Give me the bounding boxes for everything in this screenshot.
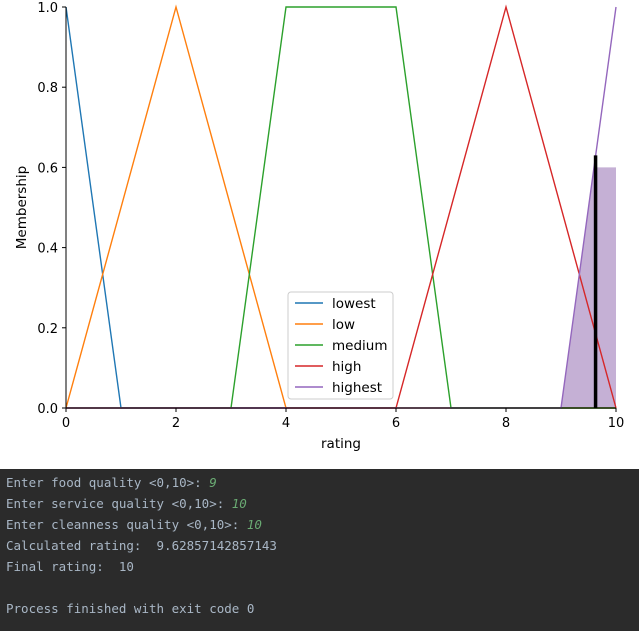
- y-tick-label: 0.4: [37, 242, 58, 257]
- run-console: Enter food quality <0,10>: 9 Enter servi…: [0, 469, 639, 631]
- console-prompt: Enter food quality <0,10>:: [6, 475, 210, 490]
- console-output-calculated: Calculated rating: 9.62857142857143: [6, 538, 277, 553]
- console-input: 10: [231, 496, 247, 511]
- console-line: Final rating: 10: [0, 556, 639, 577]
- console-line: Enter cleanness quality <0,10>: 10: [0, 514, 639, 535]
- membership-chart: 0 2 4 6 8 10 0.0 0.2 0.4 0.6 0.8 1.0 rating Membershi…: [14, 1, 625, 452]
- console-line: Enter service quality <0,10>: 10: [0, 493, 639, 514]
- console-input: 9: [209, 475, 217, 490]
- x-tick-label: 0: [62, 416, 70, 431]
- y-tick-label: 0.8: [37, 81, 58, 96]
- x-tick-label: 4: [282, 416, 290, 431]
- legend-label-highest: highest: [332, 380, 382, 396]
- chart-canvas: 0 2 4 6 8 10 0.0 0.2 0.4 0.6 0.8 1.0 rating Membershi…: [14, 1, 625, 452]
- x-tick-label: 8: [502, 416, 510, 431]
- aggregated-fill: [561, 167, 616, 408]
- console-prompt: Enter cleanness quality <0,10>:: [6, 517, 247, 532]
- x-axis-label: rating: [321, 436, 361, 452]
- console-line: Enter food quality <0,10>: 9: [0, 472, 639, 493]
- y-axis-label: Membership: [14, 166, 30, 249]
- console-output-final: Final rating: 10: [6, 559, 134, 574]
- console-blank-line: [0, 577, 639, 598]
- legend-label-high: high: [332, 359, 361, 375]
- y-tick-label: 1.0: [37, 1, 58, 16]
- y-tick-label: 0.2: [37, 322, 58, 337]
- legend-label-medium: medium: [332, 338, 387, 354]
- console-line: Process finished with exit code 0: [0, 598, 639, 619]
- console-input: 10: [246, 517, 262, 532]
- x-tick-label: 10: [608, 416, 625, 431]
- y-tick-label: 0.6: [37, 161, 58, 176]
- legend-label-low: low: [332, 317, 355, 333]
- y-tick-label: 0.0: [37, 402, 58, 417]
- x-tick-label: 2: [172, 416, 180, 431]
- legend-label-lowest: lowest: [332, 296, 376, 312]
- console-line: Calculated rating: 9.62857142857143: [0, 535, 639, 556]
- x-tick-label: 6: [392, 416, 400, 431]
- console-exit-message: Process finished with exit code 0: [6, 601, 255, 616]
- legend-box: [287, 291, 394, 400]
- console-prompt: Enter service quality <0,10>:: [6, 496, 232, 511]
